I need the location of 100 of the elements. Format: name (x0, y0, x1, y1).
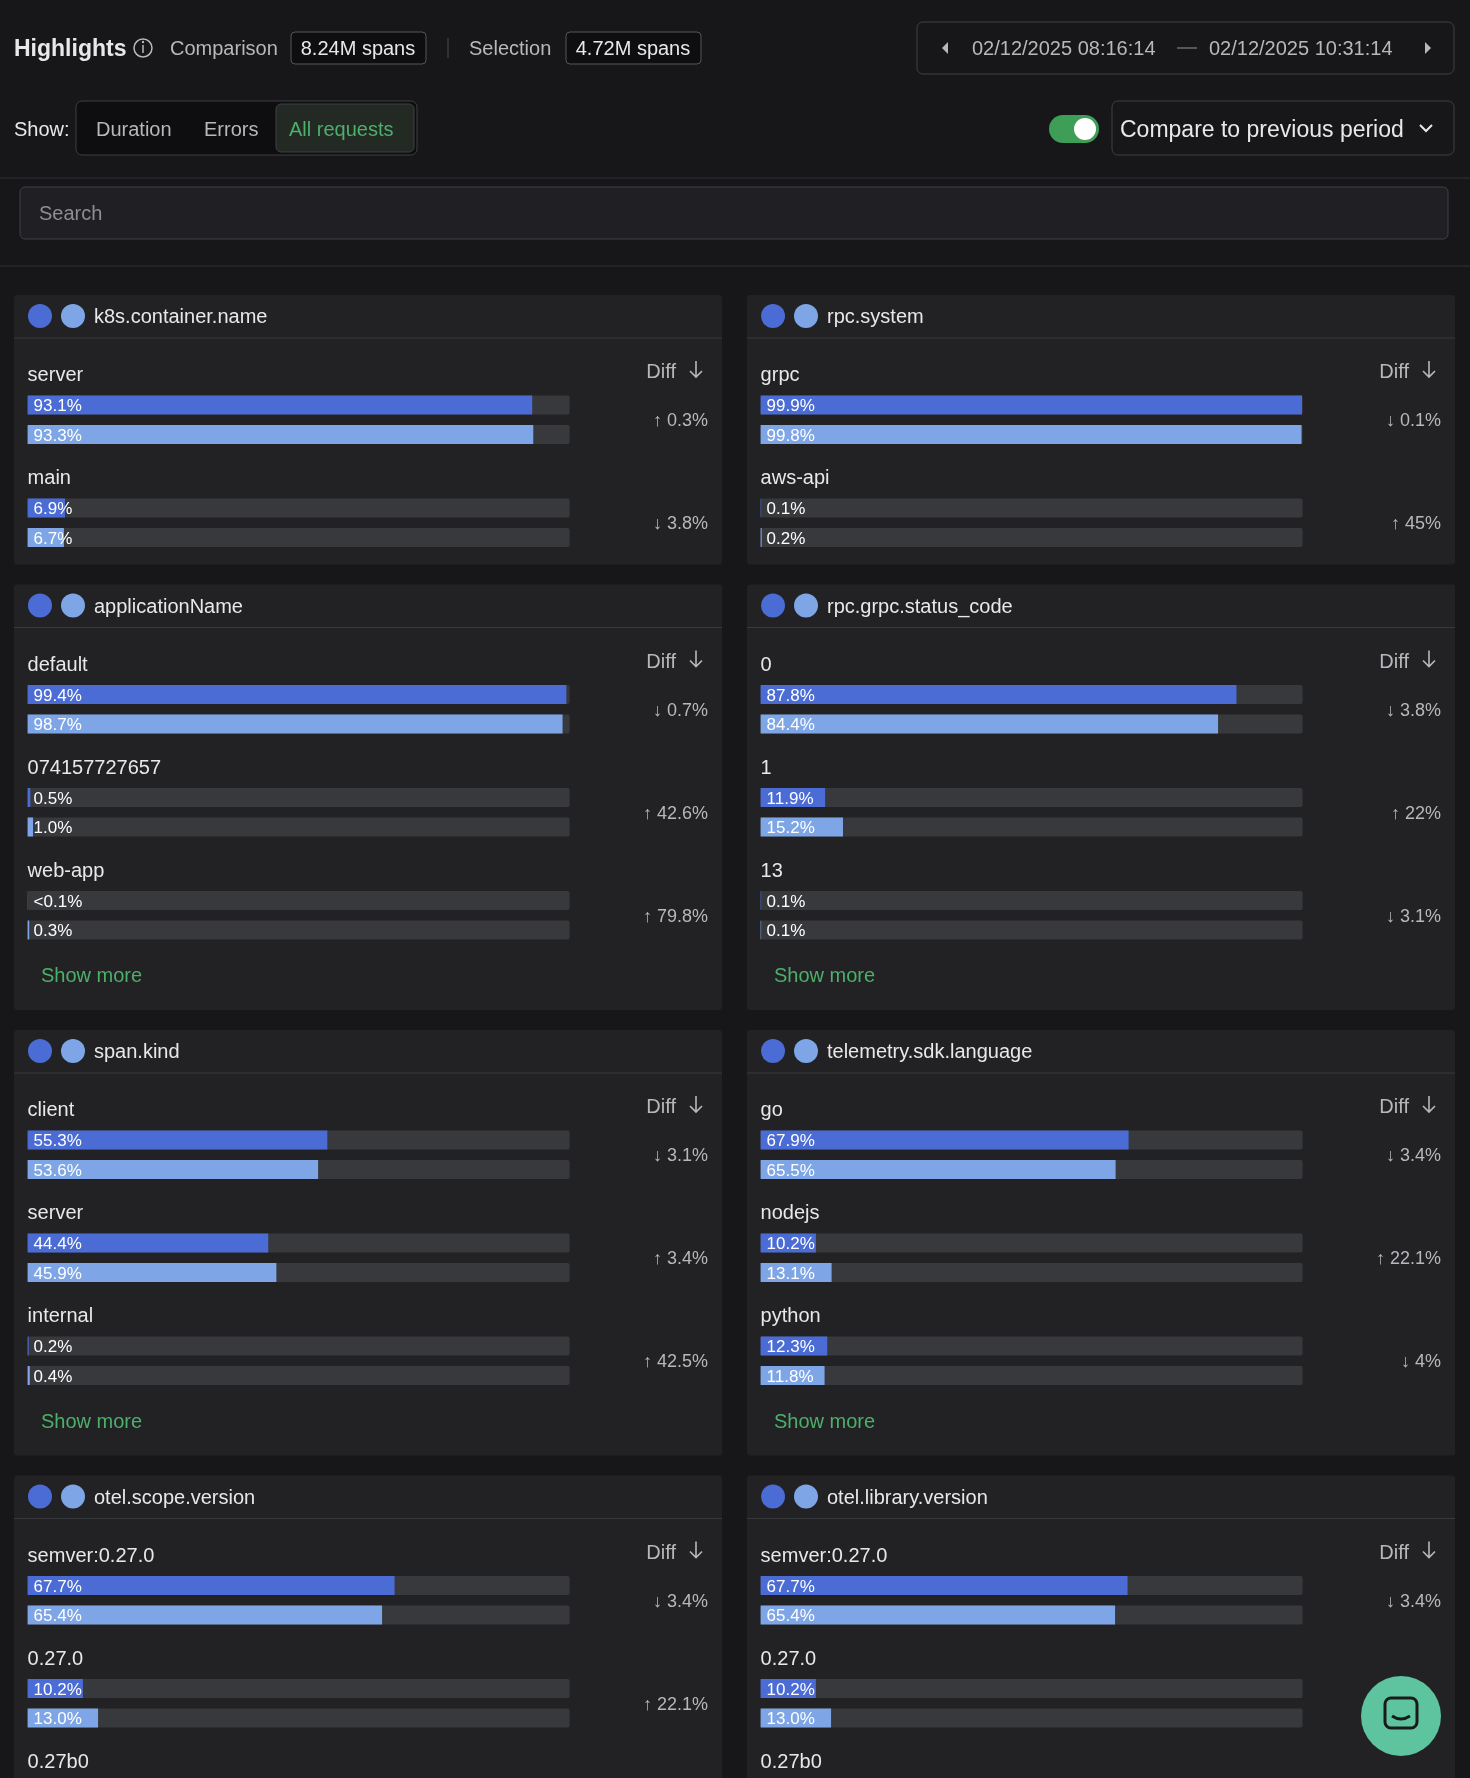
y-tick-label: semver:0.27.0 (27, 1543, 155, 1566)
text: Diff (646, 649, 677, 672)
data-label: 0.2% (766, 528, 806, 548)
text: Duration (96, 118, 172, 140)
chart-title: k8s.container.name (94, 305, 268, 327)
text: Diff (646, 1540, 677, 1563)
text: ↓ 3.1% (652, 1145, 708, 1165)
data-label: 0.5% (33, 788, 73, 808)
y-tick-label: semver:0.27.0 (760, 1543, 888, 1566)
text: Diff (646, 360, 677, 382)
data-label: 13.0% (766, 1709, 815, 1728)
chart-title: rpc.grpc.status_code (827, 594, 1013, 618)
data-label: 13.1% (766, 1263, 815, 1283)
chart-title: rpc.system (827, 305, 924, 327)
text: ↑ 22.1% (642, 1693, 708, 1714)
text: ↓ 0.7% (652, 699, 708, 720)
y-tick-label: web-app (26, 858, 105, 881)
y-tick-label: go (760, 1098, 783, 1120)
data-label: 10.2% (766, 1679, 815, 1699)
y-tick-label: 0.27.0 (760, 1646, 817, 1669)
data-label: 55.3% (33, 1131, 82, 1150)
data-label: 93.3% (33, 425, 82, 445)
text: Highlights (14, 35, 127, 61)
text: 02/12/2025 08:16:14 (972, 37, 1156, 59)
y-tick-label: 0.27b0 (27, 1749, 89, 1772)
chart-title: span.kind (94, 1040, 180, 1062)
data-label: 99.4% (33, 685, 82, 705)
y-tick-label: aws-api (760, 466, 830, 488)
data-label: 65.4% (33, 1606, 82, 1625)
text: Comparison (170, 37, 278, 59)
data-label: 13.0% (33, 1709, 82, 1728)
y-tick-label: 13 (760, 858, 783, 881)
y-tick-label: 0.27.0 (27, 1646, 84, 1669)
text: Diff (1379, 360, 1410, 382)
data-label: 11.9% (766, 788, 814, 808)
text: 4.72M spans (575, 37, 691, 59)
data-label: 11.8% (766, 1366, 814, 1386)
data-label: 53.6% (33, 1160, 82, 1180)
text: ↑ 0.3% (652, 410, 708, 430)
y-tick-label: 074157727657 (27, 755, 162, 778)
data-label: 65.5% (766, 1160, 815, 1180)
text: ↑ 42.6% (642, 802, 708, 823)
annotation: Show more (41, 1409, 143, 1432)
annotation: Show more (774, 964, 876, 986)
text: Compare to previous period (1120, 116, 1404, 142)
data-label: 67.7% (766, 1576, 815, 1596)
text: Diff (646, 1095, 677, 1117)
annotation: Show more (774, 1409, 876, 1432)
data-label: 0.2% (33, 1337, 73, 1356)
chart-title: applicationName (94, 594, 243, 617)
bar (27, 817, 34, 837)
data-label: 1.0% (33, 818, 73, 837)
bar (27, 714, 563, 734)
data-label: 99.9% (766, 396, 815, 415)
bar (27, 1366, 30, 1385)
annotation: Show more (41, 964, 143, 986)
y-tick-label: server (27, 363, 84, 385)
data-label: 0.1% (766, 499, 806, 518)
data-label: 93.1% (33, 396, 82, 415)
text: ↓ 3.4% (1385, 1590, 1441, 1611)
y-tick-label: 0 (760, 652, 772, 675)
data-label: 0.1% (766, 921, 806, 940)
text: Selection (469, 37, 552, 59)
y-tick-label: client (27, 1098, 75, 1120)
text: ↑ 22% (1390, 802, 1441, 823)
chart-title: otel.scope.version (94, 1485, 256, 1508)
y-tick-label: internal (27, 1304, 94, 1326)
text: 8.24M spans (300, 37, 416, 59)
text: All requests (289, 118, 394, 140)
text: ↓ 3.8% (652, 513, 708, 533)
text: Search (39, 202, 103, 224)
data-label: 15.2% (766, 818, 815, 837)
y-tick-label: server (27, 1201, 84, 1223)
y-tick-label: python (760, 1304, 821, 1326)
data-label: 84.4% (766, 715, 815, 734)
text: ↓ 0.1% (1385, 410, 1441, 430)
text: ↑ 79.8% (642, 905, 708, 926)
data-label: <0.1% (33, 891, 83, 911)
data-label: 87.8% (766, 685, 815, 705)
y-tick-label: default (27, 652, 89, 675)
data-label: 44.4% (33, 1234, 82, 1253)
data-label: 0.3% (33, 921, 73, 940)
data-label: 10.2% (33, 1679, 82, 1699)
chart-title: telemetry.sdk.language (827, 1040, 1033, 1062)
text: Diff (1379, 1540, 1410, 1563)
data-label: 67.9% (766, 1131, 815, 1150)
text: ↑ 42.5% (642, 1351, 708, 1371)
y-tick-label: main (27, 466, 71, 488)
text: Show: (14, 118, 70, 140)
chart-title: otel.library.version (827, 1485, 988, 1508)
data-label: 67.7% (33, 1576, 82, 1596)
data-label: 65.4% (766, 1606, 815, 1625)
data-label: 99.8% (766, 425, 815, 445)
text: ↓ 3.4% (1385, 1145, 1441, 1165)
data-label: 12.3% (766, 1337, 815, 1356)
data-label: 98.7% (33, 715, 82, 734)
text: ↑ 22.1% (1375, 1248, 1441, 1268)
text: ↓ 3.1% (1385, 905, 1441, 926)
y-tick-label: 1 (760, 755, 772, 778)
text: ↓ 3.8% (1385, 699, 1441, 720)
